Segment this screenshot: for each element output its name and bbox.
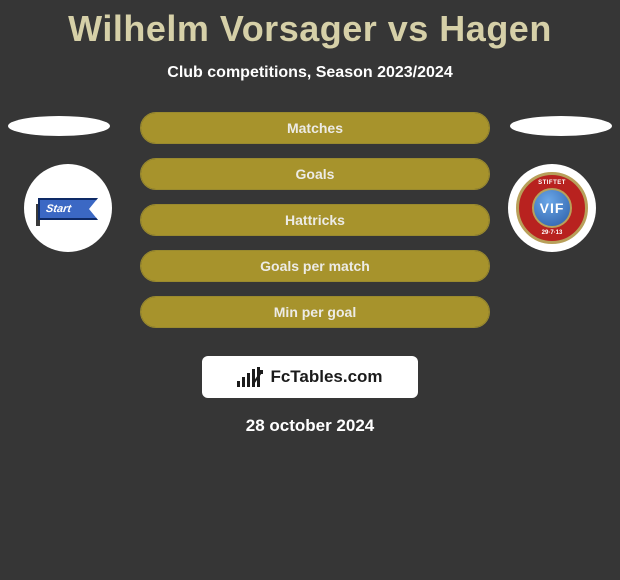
stat-row: Min per goal (140, 296, 490, 328)
stat-label: Hattricks (285, 212, 345, 228)
subtitle: Club competitions, Season 2023/2024 (0, 64, 620, 82)
page-title: Wilhelm Vorsager vs Hagen (0, 0, 620, 50)
comparison-area: Start STIFTET VIF 29·7·13 Matches Goals Ha… (0, 112, 620, 332)
vif-club-icon: STIFTET VIF 29·7·13 (516, 172, 588, 244)
vif-mid-text: VIF (540, 200, 565, 216)
footer-brand: FcTables.com (202, 356, 418, 398)
stat-label: Goals (296, 166, 335, 182)
stat-row: Hattricks (140, 204, 490, 236)
stat-label: Goals per match (260, 258, 370, 274)
stat-row: Matches (140, 112, 490, 144)
start-club-icon: Start (34, 194, 102, 222)
stat-label: Min per goal (274, 304, 356, 320)
stat-label: Matches (287, 120, 343, 136)
left-ellipse (8, 116, 110, 136)
brand-bars-icon (237, 367, 264, 387)
start-pennant-text: Start (45, 203, 72, 215)
stat-row: Goals (140, 158, 490, 190)
stat-row: Goals per match (140, 250, 490, 282)
right-club-badge: STIFTET VIF 29·7·13 (508, 164, 596, 252)
date-text: 28 october 2024 (0, 416, 620, 436)
left-club-badge: Start (24, 164, 112, 252)
vif-bottom-text: 29·7·13 (542, 230, 563, 236)
vif-top-text: STIFTET (538, 180, 566, 186)
footer-brand-text: FcTables.com (270, 367, 382, 387)
right-ellipse (510, 116, 612, 136)
